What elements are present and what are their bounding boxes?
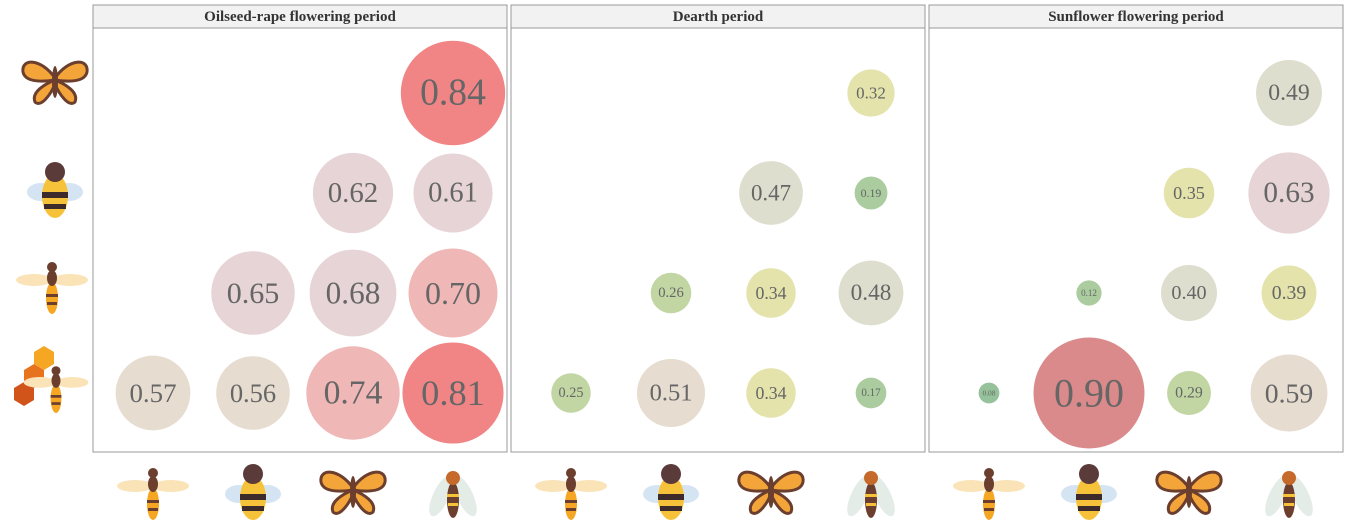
value-label: 0.65 xyxy=(227,276,280,310)
value-label: 0.61 xyxy=(428,178,478,209)
x-icon xyxy=(117,468,189,520)
value-label: 0.57 xyxy=(129,378,176,408)
value-label: 0.63 xyxy=(1263,177,1314,209)
x-icon xyxy=(535,468,607,520)
x-icon xyxy=(1157,472,1221,513)
value-label: 0.25 xyxy=(559,385,584,401)
x-icon xyxy=(321,472,385,513)
value-label: 0.26 xyxy=(658,285,684,301)
panel-title: Oilseed-rape flowering period xyxy=(204,9,396,25)
value-label: 0.56 xyxy=(230,378,276,408)
row-icons xyxy=(14,62,88,413)
value-label: 0.90 xyxy=(1054,371,1124,416)
value-label: 0.59 xyxy=(1265,378,1313,409)
value-label: 0.35 xyxy=(1173,183,1205,203)
value-label: 0.12 xyxy=(1081,288,1097,298)
x-icon xyxy=(424,471,481,519)
page: {"chart_data": [ {"type": "bubble", "tit… xyxy=(0,0,1351,529)
x-icon xyxy=(643,464,699,520)
value-label: 0.40 xyxy=(1171,282,1206,304)
value-label: 0.17 xyxy=(861,387,881,399)
value-label: 0.34 xyxy=(755,383,786,403)
x-icon xyxy=(842,471,899,519)
x-icon xyxy=(1061,464,1117,520)
value-label: 0.74 xyxy=(324,375,383,412)
x-icon xyxy=(739,472,803,513)
x-icon xyxy=(953,468,1025,520)
value-label: 0.62 xyxy=(328,177,379,209)
panel-title: Sunflower flowering period xyxy=(1048,9,1224,25)
value-label: 0.32 xyxy=(856,84,886,103)
value-label: 0.08 xyxy=(982,389,995,398)
value-label: 0.68 xyxy=(326,276,381,311)
value-label: 0.29 xyxy=(1175,385,1203,402)
x-icon xyxy=(225,464,281,520)
value-label: 0.34 xyxy=(755,283,786,303)
chart: Oilseed-rape flowering period 0.84 0.62 0.6… xyxy=(0,0,1351,529)
value-label: 0.81 xyxy=(421,373,485,413)
value-label: 0.84 xyxy=(420,73,486,114)
value-label: 0.49 xyxy=(1268,80,1310,106)
value-label: 0.47 xyxy=(751,181,791,206)
value-label: 0.48 xyxy=(851,280,892,306)
value-label: 0.19 xyxy=(861,186,882,200)
x-icon xyxy=(1260,471,1317,519)
value-label: 0.39 xyxy=(1272,282,1307,304)
panel-title: Dearth period xyxy=(673,9,764,25)
value-label: 0.51 xyxy=(650,380,693,407)
value-label: 0.70 xyxy=(425,275,481,311)
